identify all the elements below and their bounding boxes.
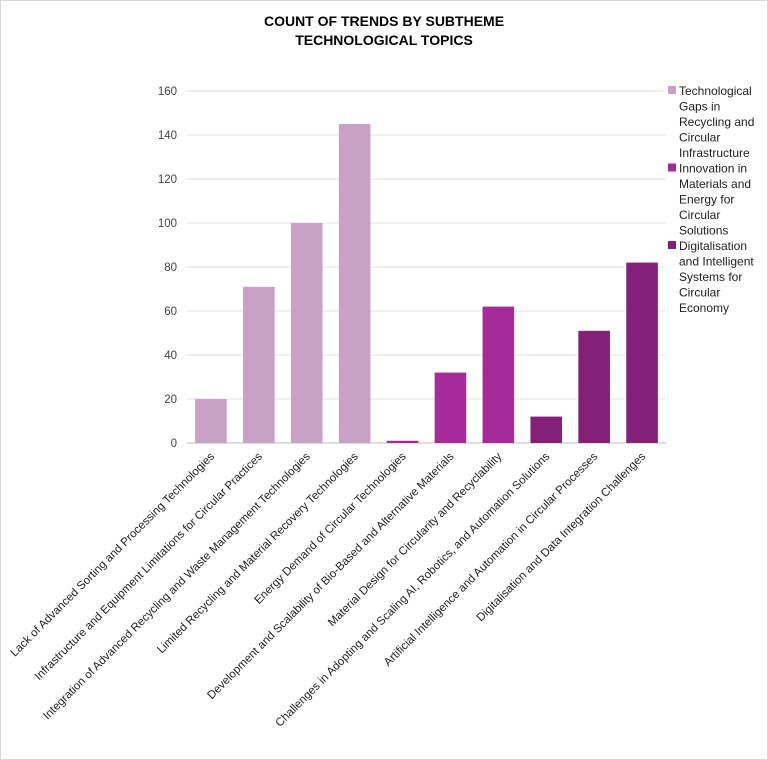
bar	[530, 416, 563, 443]
y-tick-label: 0	[171, 438, 177, 450]
legend-swatch	[668, 163, 676, 172]
bar	[578, 330, 610, 443]
legend-label: Technological	[679, 84, 752, 98]
y-tick-label: 80	[164, 262, 177, 274]
x-category-label: Digitalisation and Data Integration Chal…	[475, 450, 649, 624]
x-category-label: Material Design for Circularity and Recy…	[326, 450, 505, 629]
y-tick-label: 160	[158, 86, 177, 98]
legend-label: Innovation in	[679, 162, 747, 176]
legend-label: Circular	[679, 208, 720, 222]
legend-label: Energy for	[679, 193, 734, 207]
y-axis-ticks: 0 20 40 60 80 100 120 140 160	[158, 86, 177, 450]
legend-label: Materials and	[679, 177, 751, 191]
bar	[195, 399, 227, 443]
bar	[290, 223, 323, 443]
bar	[243, 286, 275, 443]
bar	[482, 306, 515, 443]
x-category-label: Infrastructure and Equipment Limitations…	[33, 450, 265, 682]
legend-label: Circular	[679, 131, 720, 145]
y-tick-label: 140	[158, 130, 177, 142]
legend-swatch	[668, 241, 676, 249]
legend-label: Circular	[679, 286, 720, 300]
x-axis-labels: Lack of Advanced Sorting and Processing …	[8, 450, 648, 729]
legend-label: Gaps in	[679, 100, 720, 114]
legend-label: Infrastructure	[679, 146, 750, 160]
legend-label: Recycling and	[679, 115, 754, 129]
legend-label: and Intelligent	[679, 255, 754, 269]
chart-title: COUNT OF TRENDS BY SUBTHEME	[263, 13, 505, 29]
legend-label: Digitalisation	[679, 239, 747, 253]
legend-label: Systems for	[679, 270, 742, 284]
y-tick-label: 40	[164, 350, 177, 362]
legend-label: Solutions	[679, 224, 728, 238]
y-tick-label: 60	[164, 306, 177, 318]
y-tick-label: 100	[158, 218, 177, 230]
bar	[386, 440, 419, 443]
bars	[195, 124, 658, 443]
y-tick-label: 120	[158, 174, 177, 186]
bar	[338, 124, 371, 443]
bar	[626, 262, 658, 443]
chart-subtitle: TECHNOLOGICAL TOPICS	[295, 32, 473, 48]
legend-swatch	[668, 86, 676, 94]
legend-label: Economy	[679, 301, 729, 315]
y-tick-label: 20	[164, 394, 177, 406]
bar	[434, 372, 467, 443]
